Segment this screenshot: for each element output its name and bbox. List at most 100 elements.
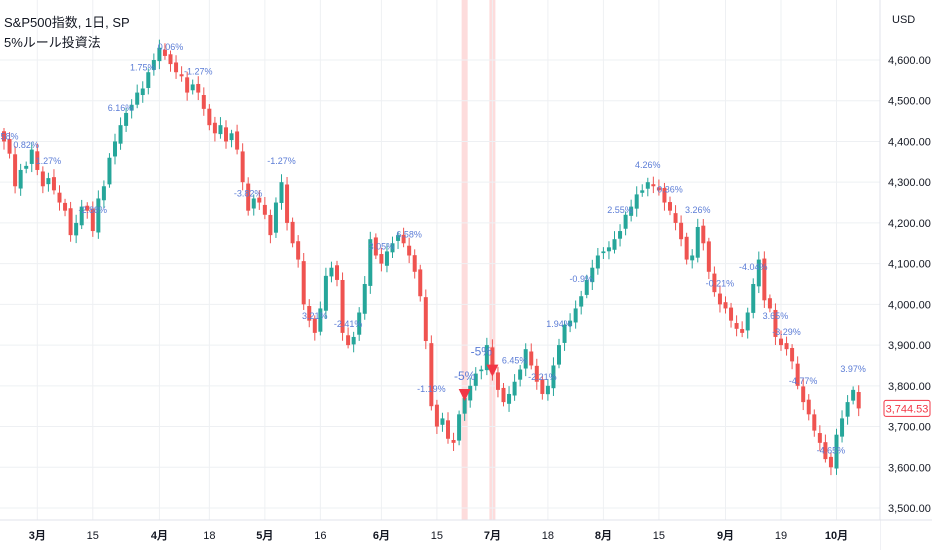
chart-title: S&P500指数, 1日, SP	[4, 15, 130, 30]
candle-body	[35, 151, 40, 170]
percent-annotations: 58%0.82% 1.27% -2.88% 6.16% 1.75% 0.06% -1.27%…	[1, 42, 866, 455]
candle-body	[562, 324, 567, 343]
candle-body	[590, 267, 595, 283]
candle-body	[185, 77, 190, 93]
signal-highlight-bands	[461, 0, 496, 520]
price-tick-label: 3,500.00	[888, 503, 931, 515]
price-tick-label: 3,900.00	[888, 340, 931, 352]
candle-body	[229, 133, 234, 141]
candle-body	[135, 92, 140, 105]
candle-body	[157, 47, 162, 62]
price-tick-label: 4,300.00	[888, 177, 931, 189]
percent-label: 6.45%	[502, 356, 528, 366]
time-tick-label: 10月	[825, 529, 848, 542]
candle-body	[840, 418, 845, 437]
candle-body	[235, 131, 240, 150]
price-tick-label: 3,700.00	[888, 422, 931, 434]
price-tick-label: 4,400.00	[888, 136, 931, 148]
percent-label: 1.94%	[546, 319, 572, 329]
percent-label: 0.82%	[13, 140, 39, 150]
candle-body	[207, 108, 212, 126]
candle-body	[18, 169, 23, 189]
price-tick-label: 3,600.00	[888, 462, 931, 474]
percent-label: 58%	[1, 132, 19, 142]
price-axis[interactable]: 4,600.00 4,500.00 4,400.00 4,300.00 4,200.00…	[879, 0, 932, 550]
candle-body	[429, 343, 434, 407]
candle-body	[68, 208, 73, 236]
time-axis-background	[0, 520, 880, 550]
candle-body	[773, 309, 778, 337]
candle-body	[268, 214, 273, 236]
candle-body	[529, 351, 534, 366]
candle-body	[656, 187, 661, 191]
candle-body	[118, 125, 123, 144]
percent-label: -1.27%	[184, 67, 213, 77]
last-price-value: 3,744.53	[886, 403, 929, 415]
time-tick-label: 19	[775, 530, 787, 542]
candle-body	[612, 239, 617, 250]
signal-down-triangle	[458, 389, 471, 402]
candle-body	[384, 251, 389, 266]
candle-body	[29, 149, 34, 164]
percent-label: -2.88%	[79, 205, 108, 215]
candle-body	[407, 245, 412, 256]
percent-label: 3.65%	[763, 311, 789, 321]
candle-body	[101, 186, 106, 201]
percent-label: -1.27%	[267, 156, 296, 166]
candle-body	[318, 308, 323, 332]
signal-markers	[458, 364, 499, 402]
candle-body	[662, 188, 667, 203]
percent-label: -5%	[454, 369, 476, 383]
time-tick-label: 5月	[256, 529, 273, 542]
candle-body	[684, 236, 689, 260]
time-tick-label: 7月	[484, 529, 501, 542]
candle-body	[551, 365, 556, 389]
candle-body	[196, 83, 201, 93]
candle-body	[79, 206, 84, 226]
candle-body	[468, 385, 473, 401]
candle-body	[373, 237, 378, 256]
candle-body	[851, 389, 856, 401]
candle-body	[146, 72, 151, 88]
percent-label: 3.26%	[685, 205, 711, 215]
time-axis[interactable]: 3月 15 4月 18 5月 16 6月 15 7月 18 8月 15 9月 19 10月	[0, 519, 932, 550]
candle-body	[440, 418, 445, 425]
candle-body	[218, 125, 223, 135]
price-axis-background	[880, 0, 932, 550]
candle-body	[495, 372, 500, 390]
candle-body	[790, 347, 795, 362]
candle-body	[212, 122, 217, 134]
candle-body	[457, 414, 462, 441]
candle-body	[401, 234, 406, 244]
currency-label: USD	[892, 14, 916, 26]
candle-body	[201, 95, 206, 109]
candle-body	[784, 343, 789, 350]
percent-label: 0.36%	[657, 185, 683, 195]
candle-body	[357, 312, 362, 335]
candle-body	[595, 255, 600, 269]
time-tick-label: 4月	[151, 529, 168, 542]
candle-body	[346, 335, 351, 346]
candle-body	[257, 197, 262, 203]
candle-body	[634, 194, 639, 209]
candle-body	[473, 373, 478, 386]
candle-body	[7, 139, 12, 154]
candle-body	[323, 275, 328, 311]
candle-body	[479, 369, 484, 372]
candle-body	[174, 62, 179, 73]
percent-label: -4.65%	[817, 445, 846, 455]
percent-label: -2.21%	[528, 372, 557, 382]
candle-body	[285, 184, 290, 223]
percent-label: -5%	[471, 345, 493, 359]
candle-body	[806, 399, 811, 415]
candle-body	[240, 151, 245, 183]
percent-label: -0.9%	[569, 274, 593, 284]
candle-body	[362, 284, 367, 314]
candle-body	[273, 202, 278, 233]
percent-label: 3.21%	[302, 311, 328, 321]
candle-body	[679, 222, 684, 240]
price-tick-label: 4,500.00	[888, 96, 931, 108]
candle-body	[57, 192, 62, 203]
candle-body	[24, 165, 29, 169]
